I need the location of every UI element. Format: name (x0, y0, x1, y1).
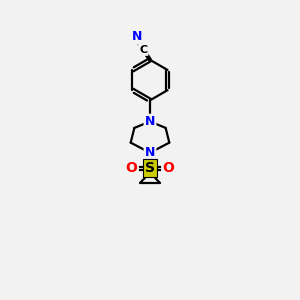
Text: N: N (132, 30, 142, 43)
Text: O: O (163, 161, 174, 176)
Text: N: N (145, 115, 155, 128)
Text: C: C (139, 45, 147, 55)
Text: O: O (126, 161, 137, 176)
Text: N: N (145, 146, 155, 159)
Text: S: S (145, 161, 155, 176)
